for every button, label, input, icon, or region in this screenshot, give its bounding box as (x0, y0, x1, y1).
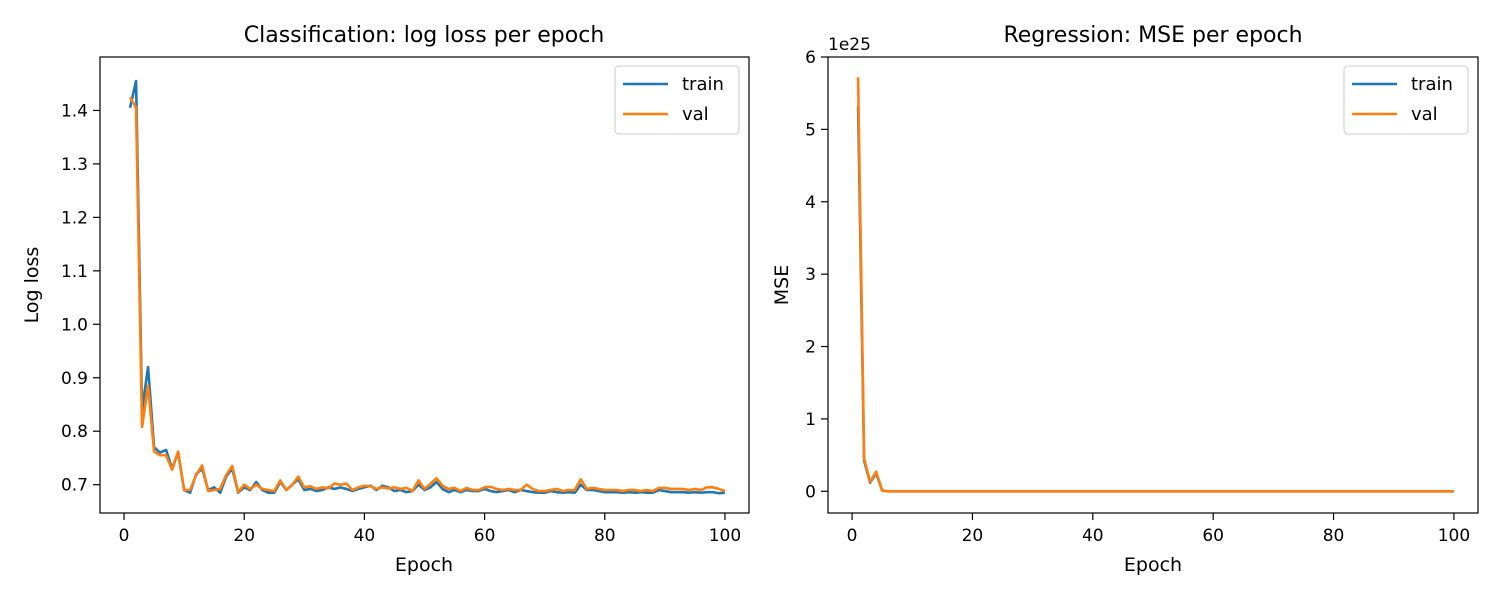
y-axis: 0 1 2 3 4 5 6 (805, 48, 828, 502)
x-tick-label: 20 (962, 526, 984, 546)
series-line-val (128, 96, 726, 494)
x-tick-label: 60 (474, 526, 496, 546)
series-group (128, 79, 726, 495)
legend: train val (614, 65, 740, 135)
y-tick-label: 1 (805, 410, 816, 430)
x-tick-label: 100 (709, 526, 741, 546)
x-axis: 0 20 40 60 80 100 (847, 513, 1470, 546)
y-tick-label: 4 (805, 193, 816, 213)
regression-chart: Regression: MSE per epoch 0 20 40 60 80 100 0… (771, 23, 1479, 576)
legend-label-train: train (682, 74, 724, 95)
y-tick-label: 2 (805, 338, 816, 358)
legend-label-val: val (1411, 104, 1438, 125)
y-tick-label: 0.7 (61, 476, 88, 496)
y-axis: 0.7 0.8 0.9 1.0 1.1 1.2 1.3 1.4 (61, 101, 100, 496)
legend: train val (1343, 65, 1469, 135)
y-tick-label: 1.1 (61, 262, 88, 282)
plot-frame (827, 56, 1479, 514)
y-tick-label: 6 (805, 48, 816, 68)
x-tick-label: 100 (1438, 526, 1470, 546)
x-tick-label: 0 (847, 526, 858, 546)
series-group (856, 77, 1454, 493)
y-tick-label: 0 (805, 482, 816, 502)
x-axis-label: Epoch (395, 554, 453, 576)
x-tick-label: 20 (233, 526, 255, 546)
y-axis-offset-label: 1e25 (828, 35, 871, 55)
y-tick-label: 1.0 (61, 315, 88, 335)
y-tick-label: 1.2 (61, 208, 88, 228)
series-line-train (856, 106, 1454, 493)
y-tick-label: 0.8 (61, 422, 88, 442)
series-line-val (856, 77, 1454, 493)
classification-chart: Classification: log loss per epoch 0 20 40… (21, 23, 750, 576)
x-tick-label: 60 (1202, 526, 1224, 546)
plot-frame (99, 56, 750, 514)
y-axis-label: Log loss (21, 247, 43, 324)
legend-label-val: val (682, 104, 709, 125)
series-line-train (128, 79, 726, 495)
x-tick-label: 40 (354, 526, 376, 546)
x-axis: 0 20 40 60 80 100 (119, 513, 741, 546)
x-axis-label: Epoch (1124, 554, 1182, 576)
legend-label-train: train (1411, 74, 1453, 95)
x-tick-label: 80 (1323, 526, 1345, 546)
y-tick-label: 1.4 (61, 101, 88, 121)
y-tick-label: 5 (805, 120, 816, 140)
x-tick-label: 0 (119, 526, 130, 546)
chart-title: Classification: log loss per epoch (244, 23, 605, 48)
x-tick-label: 80 (594, 526, 616, 546)
y-tick-label: 1.3 (61, 155, 88, 175)
x-tick-label: 40 (1082, 526, 1104, 546)
y-axis-label: MSE (771, 265, 793, 305)
chart-title: Regression: MSE per epoch (1003, 23, 1302, 48)
y-tick-label: 0.9 (61, 369, 88, 389)
y-tick-label: 3 (805, 265, 816, 285)
